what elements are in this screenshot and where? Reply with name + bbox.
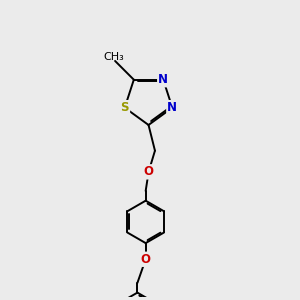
Text: O: O	[144, 165, 154, 178]
Text: N: N	[167, 101, 177, 114]
Text: S: S	[121, 101, 129, 114]
Text: CH₃: CH₃	[103, 52, 124, 61]
Text: N: N	[158, 73, 168, 86]
Text: O: O	[141, 253, 151, 266]
